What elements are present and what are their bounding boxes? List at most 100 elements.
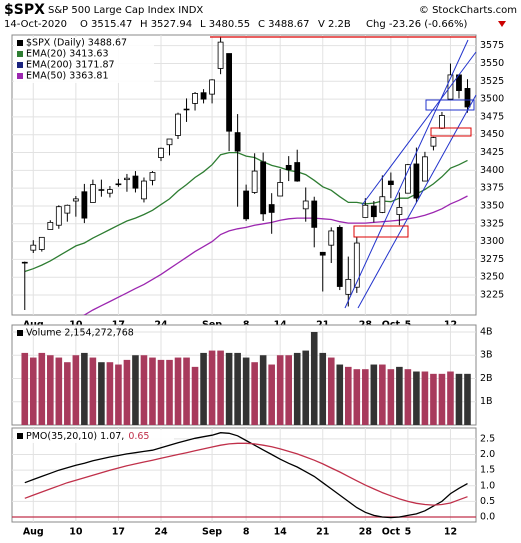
- y-tick-label: 3375: [480, 183, 504, 194]
- y-tick-label: 1B: [480, 396, 493, 407]
- candle-body: [98, 189, 105, 191]
- candle-body: [353, 242, 360, 288]
- y-tick-label: 2.0: [480, 449, 495, 460]
- volume-bar: [183, 357, 190, 425]
- legend-box: [14, 37, 154, 83]
- volume-bar: [455, 373, 463, 425]
- plot-area: [21, 36, 471, 315]
- candle-body: [192, 93, 198, 104]
- volume-bar: [140, 355, 148, 425]
- candle-body: [132, 175, 139, 189]
- candle-body: [64, 204, 71, 214]
- high: H 3527.94: [140, 19, 192, 30]
- volume-bar: [157, 359, 165, 425]
- candle-body: [81, 191, 88, 219]
- legend-label: EMA(50) 3363.81: [26, 71, 109, 82]
- y-tick-label: 3325: [480, 218, 504, 229]
- volume-bar: [319, 352, 327, 425]
- channel-line: [344, 39, 469, 309]
- candle-body: [396, 207, 403, 215]
- volume-bar: [387, 369, 395, 425]
- y-tick-label: 3550: [480, 58, 504, 69]
- source: © StockCharts.com: [419, 5, 517, 16]
- candle-body: [430, 137, 437, 147]
- y-tick-label: 3275: [480, 254, 504, 265]
- candle-body: [319, 251, 326, 256]
- candle-body: [115, 183, 122, 186]
- volume-bar: [166, 359, 173, 425]
- volume-bar: [379, 364, 386, 425]
- legend-swatch: [17, 73, 23, 79]
- symbol: $SPX: [4, 2, 45, 18]
- volume-bar: [21, 352, 29, 425]
- candle-body: [268, 204, 275, 213]
- x-tick-label: 14: [274, 527, 288, 538]
- x-tick-label: 17: [112, 527, 125, 538]
- y-tick-label: 3250: [480, 272, 504, 283]
- volume-bar: [217, 350, 224, 425]
- candle-body: [55, 206, 62, 226]
- candle-body: [251, 170, 258, 193]
- candle-body: [200, 92, 207, 100]
- candle-body: [107, 189, 113, 194]
- low: L 3480.55: [200, 19, 250, 30]
- candle-body: [141, 180, 147, 200]
- legend-label: EMA(20) 3413.63: [26, 49, 109, 60]
- volume-bar: [285, 355, 292, 425]
- candle-body: [277, 182, 284, 197]
- legend-part: 0.65: [128, 431, 149, 442]
- volume-bar: [98, 362, 105, 425]
- y-tick-label: 1.0: [480, 480, 495, 491]
- volume-bar: [55, 357, 63, 425]
- candle-body: [158, 147, 164, 158]
- volume-bar: [438, 373, 446, 425]
- x-tick-label: Sep: [202, 527, 222, 538]
- x-tick-label: 12: [444, 527, 457, 538]
- indicator-line: [82, 195, 468, 315]
- candle-body: [72, 198, 79, 202]
- legend-part: PMO(35,20,10) 1.07,: [26, 431, 124, 442]
- legend-swatch: [17, 40, 23, 46]
- volume-bar: [344, 366, 352, 425]
- candle-body: [30, 244, 37, 251]
- candle-body: [260, 161, 267, 215]
- legend-label: EMA(200) 3171.87: [26, 60, 115, 71]
- candle-body: [38, 236, 45, 250]
- candle-body: [328, 230, 335, 246]
- panel: 3225 3250 3275 3300 3325 3350 3375 3400 3425 3450…: [11, 34, 504, 331]
- candle-body: [175, 113, 181, 136]
- volume-bar: [251, 362, 258, 425]
- candle-body: [234, 132, 241, 152]
- y-tick-label: 3425: [480, 147, 504, 158]
- legend-label: PMO(35,20,10) 1.07, 0.65: [26, 431, 149, 442]
- volume-bar: [336, 364, 344, 425]
- volume-bar: [430, 373, 437, 425]
- legend-swatch: [17, 62, 23, 68]
- volume-bar: [310, 331, 318, 425]
- candle-body: [302, 200, 309, 210]
- index-name: S&P 500 Large Cap Index INDX: [48, 5, 203, 16]
- x-tick-label: 8: [243, 527, 250, 538]
- candle-body: [217, 41, 224, 69]
- volume-bar: [81, 352, 88, 425]
- legend-swatch: [17, 51, 23, 57]
- plot-area: [12, 432, 476, 519]
- y-tick-label: 3525: [480, 76, 504, 87]
- y-tick-label: 3450: [480, 129, 504, 140]
- volume-bar: [464, 373, 471, 425]
- annotations: [210, 36, 477, 309]
- candle-body: [294, 162, 301, 182]
- volume-bar: [370, 364, 378, 425]
- candle-body: [404, 164, 411, 194]
- volume-bar: [29, 357, 37, 425]
- y-tick-label: 4B: [480, 326, 493, 337]
- annotation-box: [425, 99, 475, 111]
- volume-bar: [208, 350, 216, 425]
- candle-body: [89, 184, 96, 203]
- volume-bar: [362, 369, 369, 425]
- volume-bar: [413, 371, 420, 425]
- volume-bar: [447, 371, 454, 425]
- volume-bar: [234, 352, 241, 425]
- y-tick-label: 3300: [480, 236, 504, 247]
- candle-body: [183, 108, 190, 111]
